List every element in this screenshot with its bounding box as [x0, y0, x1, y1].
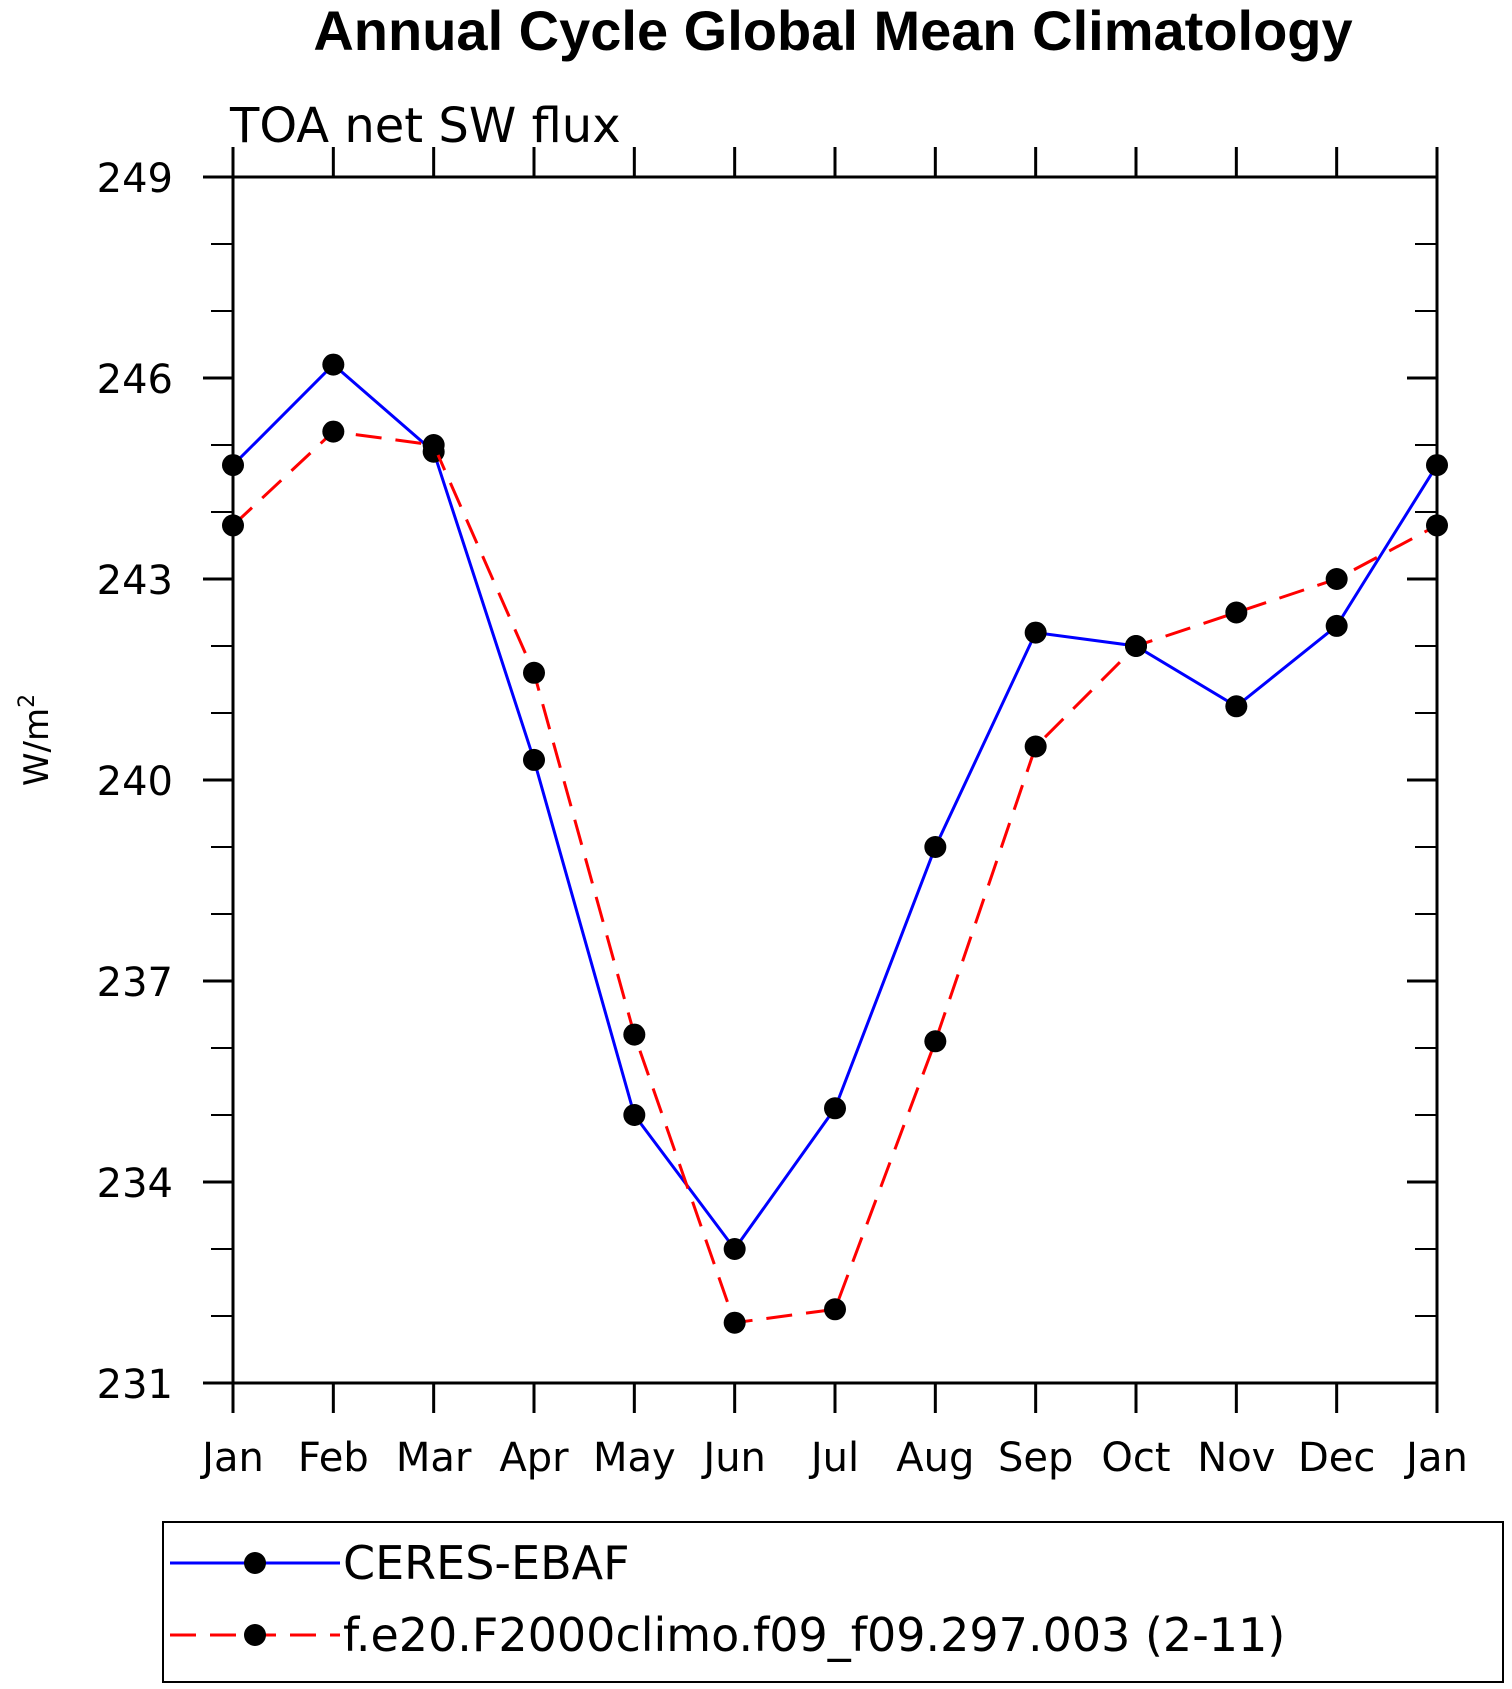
x-tick-label: Oct — [1101, 1435, 1170, 1481]
series-point — [1426, 454, 1448, 477]
plot-frame — [231, 175, 1439, 1385]
legend: CERES-EBAF f.e20.F2000climo.f09_f09.297.0… — [162, 1521, 1504, 1683]
x-tick-label: Jun — [700, 1435, 766, 1481]
x-tick-label: Dec — [1298, 1435, 1375, 1481]
axis-ticks — [203, 147, 1439, 1413]
series-point — [322, 353, 345, 376]
y-tick-label: 234 — [97, 1161, 173, 1207]
x-tick-label: Jan — [1403, 1435, 1468, 1481]
y-tick-label: 249 — [97, 156, 173, 202]
series-line — [231, 430, 1438, 1325]
series-point — [1325, 568, 1348, 590]
series-point — [1225, 601, 1248, 624]
legend-marker — [244, 1552, 266, 1574]
series-point — [924, 1030, 947, 1053]
series-layer — [222, 353, 1448, 1334]
series-point — [422, 434, 445, 456]
series-point — [322, 420, 345, 443]
x-tick-label: May — [593, 1435, 676, 1481]
x-tick-label: Feb — [298, 1435, 369, 1481]
series-point — [1426, 514, 1448, 537]
y-tick-label: 243 — [97, 558, 173, 604]
x-tick-label: Aug — [896, 1435, 974, 1481]
series-point — [1225, 695, 1248, 718]
y-tick-label: 231 — [97, 1362, 173, 1408]
x-tick-label: Apr — [499, 1435, 569, 1481]
series-point — [623, 1104, 646, 1126]
x-tick-label: Jul — [808, 1435, 859, 1481]
series-point — [623, 1023, 646, 1046]
series-point — [1325, 614, 1348, 637]
x-tick-labels: Jan Feb Mar Apr May Jun Jul Aug Sep Oct Nov Dec Jan — [199, 1435, 1468, 1481]
y-axis-label-text: W/m — [17, 708, 57, 786]
y-tick-label: 240 — [97, 759, 173, 805]
series-point — [1024, 621, 1047, 644]
series-point — [523, 661, 545, 684]
series-point — [723, 1311, 746, 1334]
series-point — [1024, 735, 1047, 758]
legend-marker — [244, 1624, 266, 1646]
series-point — [723, 1238, 746, 1260]
svg-text:W/m2: W/m2 — [15, 694, 57, 786]
chart-subtitle: TOA net SW flux — [229, 98, 621, 154]
legend-entries: CERES-EBAF f.e20.F2000climo.f09_f09.297.0… — [170, 1536, 1285, 1662]
y-tick-labels: 231 234 237 240 243 246 249 — [97, 156, 173, 1408]
y-axis-label-superscript: 2 — [15, 694, 40, 708]
x-tick-label: Sep — [998, 1435, 1073, 1481]
series-point — [222, 514, 244, 537]
x-tick-label: Mar — [396, 1435, 472, 1481]
series-point — [924, 836, 947, 858]
x-tick-label: Jan — [199, 1435, 264, 1481]
series-point — [1125, 635, 1147, 657]
series-point — [824, 1097, 846, 1120]
y-axis-label: W/m2 — [15, 694, 57, 786]
series-point — [824, 1298, 846, 1321]
series-point — [523, 748, 545, 771]
legend-label: f.e20.F2000climo.f09_f09.297.003 (2-11) — [343, 1608, 1285, 1662]
chart-title: Annual Cycle Global Mean Climatology — [313, 0, 1352, 62]
y-tick-label: 246 — [97, 357, 173, 403]
x-tick-label: Nov — [1197, 1435, 1275, 1481]
legend-box — [162, 1521, 1504, 1683]
y-tick-label: 237 — [97, 960, 173, 1006]
legend-label: CERES-EBAF — [343, 1536, 630, 1590]
series-point — [222, 454, 244, 477]
